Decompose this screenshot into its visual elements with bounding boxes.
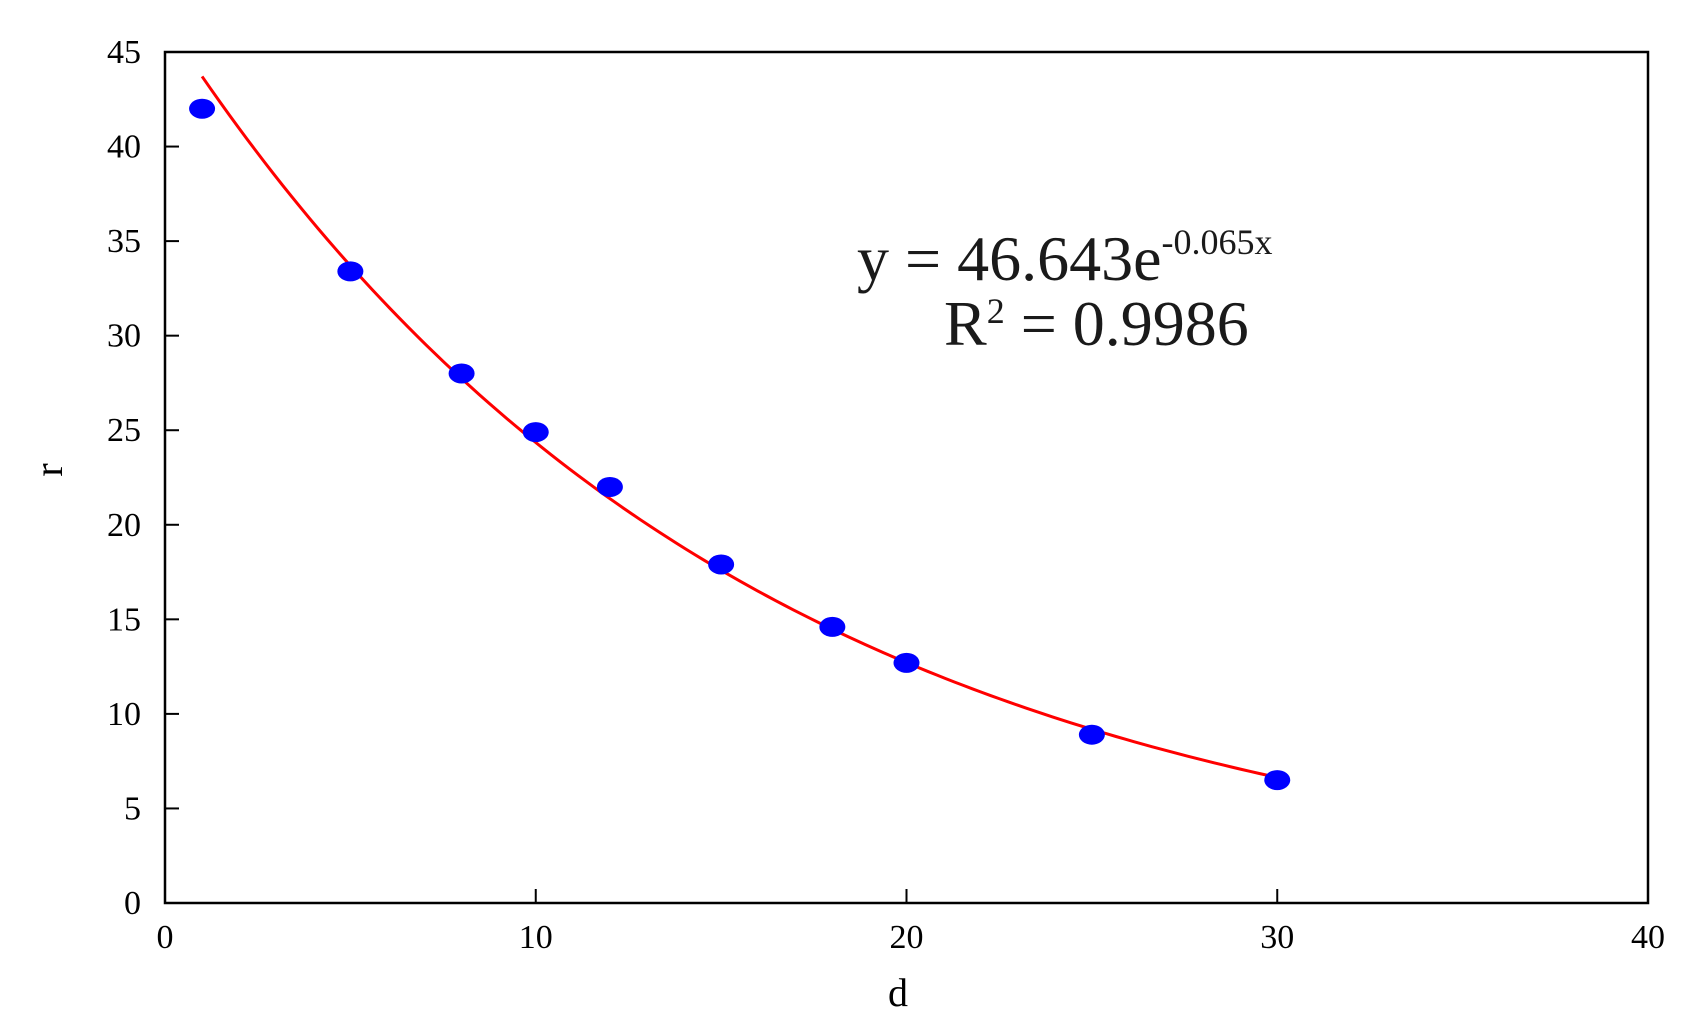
y-axis-label: r [26, 463, 71, 476]
x-tick-label: 40 [1631, 919, 1665, 956]
axes-layer: 0 5 10 15 20 25 30 35 40 45 0 10 20 30 40 [107, 34, 1665, 956]
y-tick-label: 40 [107, 129, 141, 166]
trendline-layer [200, 75, 1278, 779]
equation-main: y = 46.643e [857, 223, 1162, 294]
trendline-equation: y = 46.643e-0.065x [857, 222, 1273, 294]
y-tick-label: 30 [107, 318, 141, 355]
data-points-layer [189, 98, 1291, 791]
y-tick-label: 20 [107, 507, 141, 544]
equation-exponent: -0.065x [1162, 222, 1273, 262]
r-squared-value: = 0.9986 [1005, 288, 1249, 359]
x-axis-label: d [888, 970, 908, 1015]
data-point [596, 476, 623, 497]
y-tick-label: 45 [107, 34, 141, 71]
data-point [893, 652, 920, 673]
r-squared-superscript: 2 [987, 291, 1005, 331]
y-tick-label: 5 [124, 790, 141, 827]
plot-frame [163, 50, 1650, 905]
y-tick-label: 15 [107, 601, 141, 638]
data-point [522, 422, 549, 443]
y-tick-label: 10 [107, 696, 141, 733]
x-tick-label: 30 [1260, 919, 1294, 956]
data-point [189, 98, 216, 119]
trendline-curve [200, 75, 1278, 779]
y-tick-label: 35 [107, 223, 141, 260]
data-point [819, 616, 846, 637]
x-tick-label: 10 [519, 919, 553, 956]
data-point [1264, 770, 1291, 791]
data-point [1078, 724, 1105, 745]
data-point [448, 363, 475, 384]
r-squared-label: R2 = 0.9986 [944, 288, 1249, 359]
r-squared-prefix: R [944, 288, 987, 359]
x-tick-label: 0 [157, 919, 174, 956]
y-tick-label: 25 [107, 412, 141, 449]
y-tick-label: 0 [124, 885, 141, 922]
data-point [708, 554, 735, 575]
x-tick-label: 20 [890, 919, 924, 956]
data-point [337, 261, 364, 282]
